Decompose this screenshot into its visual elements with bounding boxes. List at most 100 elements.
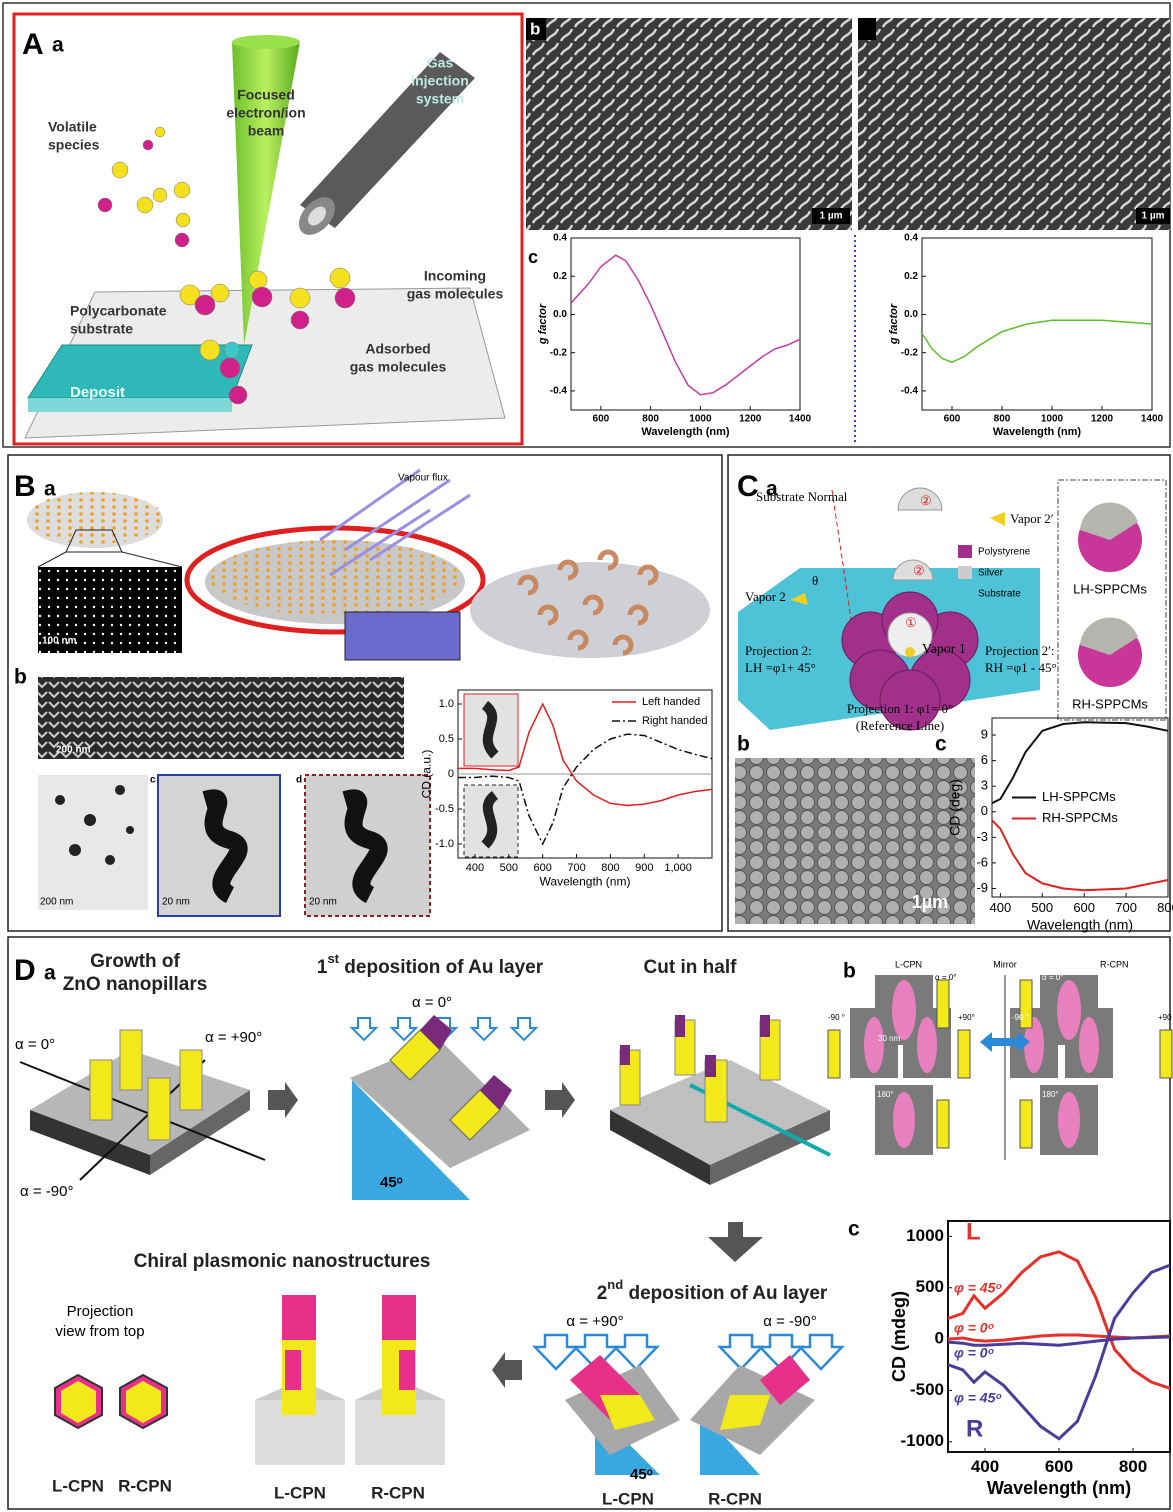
scale-bar: 200 nm — [56, 745, 91, 756]
panel-c-diagram — [892, 559, 934, 581]
annotation: Adsorbed — [365, 341, 430, 357]
y-tick-label: 0 — [981, 803, 988, 818]
structure-label: L-CPN — [274, 1483, 326, 1502]
panel-a-diagram — [232, 42, 300, 345]
x-tick-label: 800 — [1157, 900, 1173, 915]
panel-d-diagram — [349, 1017, 379, 1042]
panel-d-diagram — [864, 980, 1099, 1148]
panel-a-diagram — [28, 398, 232, 412]
y-tick-label: 9 — [981, 726, 988, 741]
x-tick-label: 1400 — [789, 414, 812, 425]
annotation: θ — [812, 573, 818, 588]
y-tick-label: 0.4 — [904, 233, 918, 244]
annotation: +90 — [1158, 1013, 1172, 1022]
panel-d-diagram — [389, 1017, 419, 1042]
panel-d-diagram — [126, 1381, 161, 1423]
panel-d-diagram — [980, 1032, 1030, 1052]
series-line — [947, 1335, 1171, 1347]
y-axis-label: CD (deg) — [946, 779, 962, 836]
panel-b-diagram — [537, 604, 559, 626]
step-title: 1 — [317, 957, 328, 978]
step-title: deposition of Au layer — [623, 1283, 828, 1304]
panel-d-diagram — [1159, 1029, 1173, 1079]
step-title: 1st deposition of Au layer — [317, 951, 544, 978]
sem-images — [526, 18, 546, 40]
annotation: substrate — [70, 321, 133, 337]
annotation: ① — [905, 615, 917, 630]
panel-d-diagram — [864, 1017, 884, 1073]
y-tick-label: -0.5 — [435, 803, 454, 815]
annotation: ② — [920, 493, 932, 508]
series-label: φ = 45ᵒ — [954, 1280, 1001, 1296]
panel-d-diagram — [469, 1017, 499, 1042]
panel-c-diagram — [958, 587, 972, 600]
panel-d-diagram — [1019, 1099, 1033, 1149]
panel-b-diagram — [55, 795, 65, 805]
x-tick-label: 700 — [1115, 900, 1137, 915]
series-line — [947, 1263, 1171, 1441]
panel-a-diagram — [290, 310, 310, 330]
annotation: -90 ° — [1012, 1013, 1029, 1022]
panel-c-diagram — [735, 758, 975, 924]
panel-a-diagram — [248, 270, 268, 290]
panel-b-diagram — [38, 775, 148, 910]
panel-b-diagram — [126, 826, 134, 834]
y-tick-label: -1.0 — [435, 838, 454, 850]
annotation: Substrate Normal — [756, 489, 848, 504]
annotation: beam — [248, 123, 285, 139]
panel-a-diagram — [174, 232, 190, 248]
panel-a-diagram — [329, 267, 351, 289]
panel-a-diagram — [307, 206, 327, 226]
panel-d-diagram — [612, 1333, 660, 1371]
panel-c-diagram — [1057, 479, 1167, 721]
subpanel-label: b — [530, 19, 540, 38]
panel-b-diagram — [319, 468, 471, 577]
y-tick-label: 3 — [981, 778, 988, 793]
x-axis-label: Wavelength (nm) — [1027, 916, 1133, 932]
step-title: Growth of — [90, 951, 180, 972]
annotation: R — [966, 1415, 983, 1442]
y-tick-label: 0.0 — [553, 309, 567, 320]
y-axis-label: CD (mdeg) — [889, 1291, 909, 1382]
panel-d-diagram — [827, 979, 1173, 1149]
panel-a-diagram — [228, 385, 248, 405]
scale-bar: 20 nm — [309, 897, 337, 908]
x-tick-label: 900 — [635, 862, 653, 874]
annotation: R-CPN — [1100, 959, 1129, 969]
x-tick-label: 600 — [1073, 900, 1095, 915]
y-tick-label: -0.4 — [550, 386, 568, 397]
panel-b-diagram — [627, 604, 649, 626]
annotation: Focused — [237, 87, 295, 103]
x-tick-label: 1000 — [1041, 414, 1064, 425]
panel-a-diagram — [175, 212, 191, 228]
panel-b-diagram — [481, 791, 499, 849]
panel-d-diagram — [532, 1333, 580, 1371]
annotation: LH =φ1+ 45° — [745, 660, 816, 675]
panel-b-diagram — [105, 855, 115, 865]
x-tick-label: 800 — [994, 414, 1011, 425]
panel-b-diagram — [597, 549, 619, 571]
step-title: 2nd deposition of Au layer — [597, 1277, 828, 1304]
annotation: L-CPN — [895, 959, 922, 969]
panel-a-diagram — [152, 187, 168, 203]
annotation: gas molecules — [407, 286, 504, 302]
panel-b-diagram — [517, 574, 539, 596]
panel-b-diagram — [84, 814, 96, 826]
panel-d-diagram — [1058, 1092, 1080, 1148]
annotation: Volatile — [48, 119, 97, 135]
panel-a-diagram — [154, 126, 166, 138]
legend-label: LH-SPPCMs — [1042, 789, 1116, 804]
subpanel-label: a — [52, 34, 64, 57]
panel-c-diagram — [790, 593, 808, 605]
annotation: species — [48, 137, 100, 153]
annotation: view from top — [55, 1323, 144, 1340]
panel-b-diagram — [344, 611, 461, 661]
legend-label: Polystyrene — [978, 547, 1031, 558]
x-tick-label: 400 — [990, 900, 1012, 915]
panel-c-diagram — [905, 647, 915, 657]
panel-c-diagram — [958, 566, 972, 579]
scale-bar: 30 nm — [878, 1034, 901, 1043]
panel-a-diagram — [179, 284, 201, 306]
